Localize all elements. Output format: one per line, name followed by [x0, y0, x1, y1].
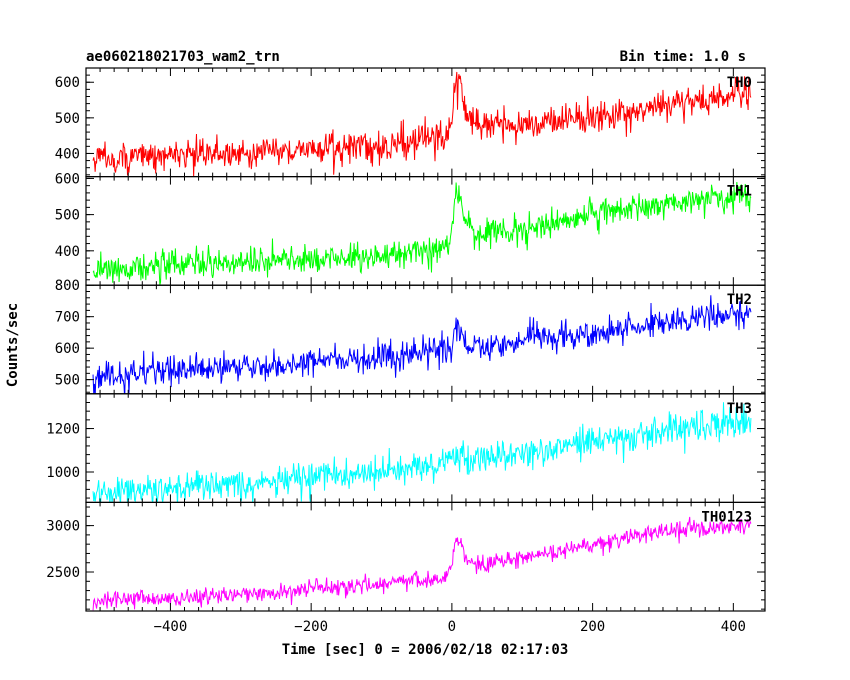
y-tick-label: 3000 [46, 519, 80, 535]
panel-th1: 400 500 600 TH1 [55, 171, 766, 286]
panel-frame [85, 176, 766, 286]
panel-frame [85, 284, 766, 395]
y-axis-title: Counts/sec [5, 303, 21, 387]
y-tick-label: 500 [55, 208, 80, 224]
y-tick-label: 800 [55, 278, 80, 294]
series-line-th1 [92, 181, 752, 285]
y-tick-label: 600 [55, 171, 80, 187]
x-tick-label: 400 [721, 619, 746, 635]
chart-title: ae060218021703_wam2_trn [86, 49, 280, 65]
y-tick-label: 1000 [46, 465, 80, 481]
panel-label-th2: TH2 [727, 292, 752, 308]
series-line-th0 [92, 71, 752, 177]
y-tick-label: 600 [55, 75, 80, 91]
y-tick-label: 700 [55, 310, 80, 326]
panel-label-th0123: TH0123 [701, 509, 752, 525]
y-tick-label: 500 [55, 111, 80, 127]
y-tick-label: 2500 [46, 565, 80, 581]
panel-th0: 400 500 600 TH0 [55, 67, 766, 178]
panel-label-th1: TH1 [727, 184, 752, 200]
panels-group: 400 500 600 TH0 400 500 600 TH1 500 600 700 800 TH2 1… [46, 67, 766, 612]
x-axis-title: Time [sec] 0 = 2006/02/18 02:17:03 [282, 642, 569, 658]
panel-label-th3: TH3 [727, 401, 752, 417]
series-line-th0123 [92, 516, 752, 611]
panel-frame [85, 501, 766, 612]
x-tick-label: −200 [294, 619, 328, 635]
series-line-th3 [92, 402, 752, 503]
x-tick-label: 200 [580, 619, 605, 635]
y-tick-label: 500 [55, 373, 80, 389]
y-tick-label: 400 [55, 244, 80, 260]
series-line-th2 [92, 295, 752, 394]
x-axis: −400 −200 0 200 400 [154, 619, 746, 635]
bin-time-label: Bin time: 1.0 s [620, 49, 746, 65]
y-tick-label: 600 [55, 341, 80, 357]
y-tick-label: 1200 [46, 422, 80, 438]
y-tick-label: 400 [55, 146, 80, 162]
panel-label-th0: TH0 [727, 75, 752, 91]
panel-th2: 500 600 700 800 TH2 [55, 278, 766, 395]
x-tick-label: −400 [154, 619, 188, 635]
panel-th0123: 2500 3000 TH0123 [46, 501, 766, 612]
panel-th3: 1000 1200 TH3 [46, 393, 766, 503]
x-tick-label: 0 [448, 619, 456, 635]
